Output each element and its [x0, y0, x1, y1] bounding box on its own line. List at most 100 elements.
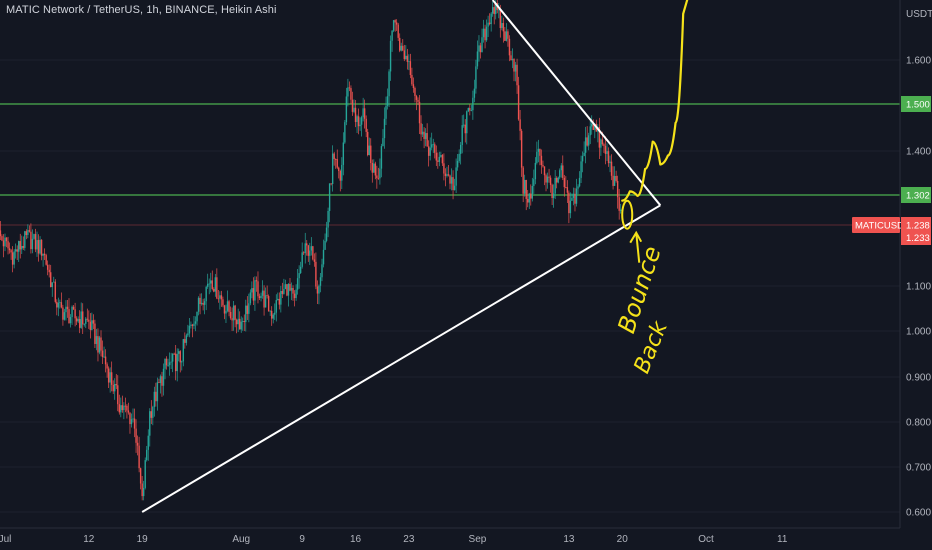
candle-body	[463, 124, 465, 126]
time-axis[interactable]: Jul 12 19 Aug 9 16 23 Sep 13 20 Oct 11	[0, 534, 788, 545]
candle-body	[75, 318, 78, 322]
candle-body	[325, 227, 328, 241]
candle-body	[269, 310, 271, 312]
candle-body	[2, 240, 5, 247]
candle-body	[185, 335, 188, 343]
candle-body	[508, 38, 511, 56]
candle-body	[394, 20, 396, 23]
candle-body	[429, 147, 431, 156]
candle-body	[549, 177, 552, 185]
candle-body	[115, 384, 117, 386]
candle-body	[441, 155, 444, 164]
candle-body	[336, 159, 338, 168]
candle-body	[210, 280, 212, 284]
candle-body	[286, 284, 288, 296]
time-axis-tick: Sep	[469, 534, 487, 545]
candle-body	[444, 173, 447, 176]
candle-body	[395, 22, 398, 25]
candle-body	[455, 167, 457, 186]
candle-body	[120, 405, 122, 413]
candle-body	[338, 167, 340, 172]
candle-body	[333, 153, 335, 160]
candle-body	[545, 175, 547, 183]
candle-body	[1, 236, 3, 241]
candle-body	[199, 297, 201, 304]
candle-body	[470, 110, 473, 111]
candle-body	[565, 187, 567, 188]
candle-body	[519, 119, 521, 131]
candle-body	[446, 174, 448, 176]
candle-body	[11, 252, 14, 265]
candle-body	[217, 298, 220, 300]
candle-body	[10, 250, 12, 253]
candle-body	[80, 311, 82, 328]
candle-body	[72, 306, 75, 310]
candle-body	[62, 307, 64, 320]
candle-body	[24, 231, 26, 248]
candle-body	[424, 133, 427, 139]
candle-body	[368, 145, 370, 155]
candle-body	[138, 445, 140, 469]
candle-body	[74, 309, 76, 319]
candle-body	[569, 200, 572, 214]
time-axis-tick: Oct	[698, 534, 714, 545]
candle-body	[324, 240, 326, 250]
candle-body	[377, 178, 380, 179]
candle-body	[171, 353, 174, 362]
candle-body	[559, 170, 561, 178]
candle-body	[546, 176, 549, 183]
candle-body	[187, 333, 189, 336]
candle-body	[322, 249, 325, 265]
time-axis-tick: 11	[777, 534, 788, 545]
candle-body	[321, 264, 323, 278]
candle-body	[461, 125, 463, 145]
candle-body	[39, 239, 41, 254]
candle-body	[284, 284, 287, 289]
price-axis[interactable]: USDT 1.600 1.400 1.100 1.000 0.900 0.800 0.700 0…	[906, 9, 932, 519]
candle-body	[450, 177, 453, 184]
candle-body	[528, 193, 530, 203]
candle-body	[303, 252, 305, 254]
candle-body	[405, 55, 407, 60]
candle-body	[406, 55, 409, 62]
candle-body	[459, 144, 462, 154]
candle-body	[46, 264, 49, 270]
candle-body	[225, 310, 227, 314]
candle-body	[56, 301, 58, 308]
candle-body	[345, 96, 348, 123]
candle-body	[155, 391, 157, 402]
candle-body	[295, 289, 297, 299]
candle-body	[214, 277, 217, 292]
candle-body	[30, 231, 32, 250]
projection-path	[621, 0, 689, 202]
candle-body	[97, 336, 99, 353]
candle-body	[16, 249, 18, 252]
candle-body	[408, 61, 410, 63]
level-badge-text: 1.500	[906, 100, 930, 111]
candle-body	[420, 123, 422, 135]
candle-body	[161, 376, 163, 386]
candle-body	[287, 283, 290, 296]
candle-body	[374, 163, 377, 176]
candle-body	[219, 295, 221, 299]
candle-body	[117, 385, 119, 405]
candle-body	[121, 405, 124, 411]
candle-body	[458, 153, 460, 161]
candle-body	[575, 188, 578, 204]
candle-body	[385, 105, 387, 119]
candle-body	[40, 239, 43, 256]
candle-body	[417, 99, 419, 102]
candle-body	[13, 251, 15, 265]
candle-body	[511, 59, 514, 61]
candle-body	[341, 164, 343, 181]
candle-body	[438, 156, 441, 162]
candle-body	[615, 175, 617, 181]
candle-body	[283, 288, 285, 294]
candle-body	[170, 361, 172, 363]
candle-body	[53, 281, 55, 283]
candle-body	[271, 310, 273, 319]
candle-body	[572, 193, 575, 198]
candle-body	[382, 138, 384, 147]
candle-body	[421, 131, 424, 135]
